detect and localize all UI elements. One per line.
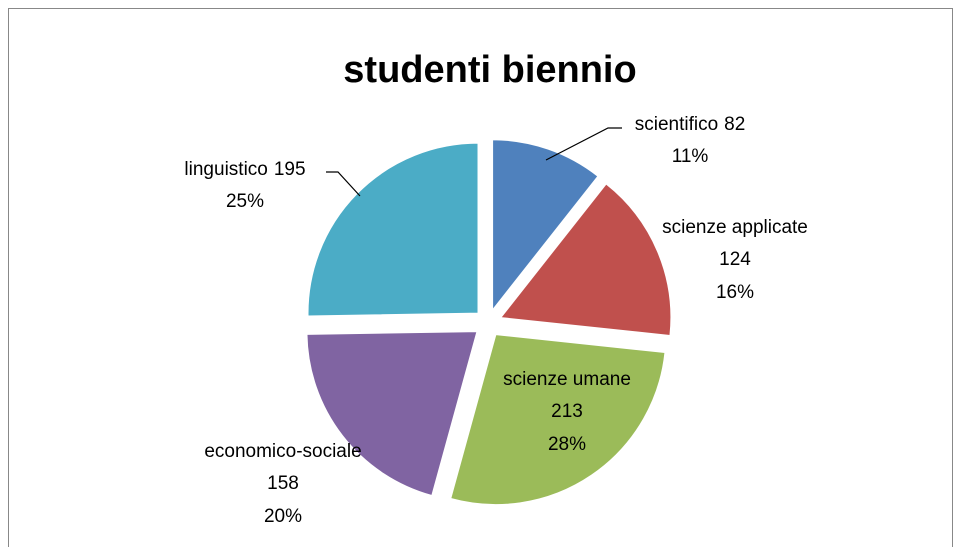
label-category: scienze applicate (662, 217, 808, 238)
pie-slice (492, 139, 599, 312)
label-value: 195 (274, 159, 306, 180)
data-label: scientifico 82 11% (635, 114, 746, 167)
data-label: scienze umane 213 28% (503, 369, 631, 455)
label-category: scienze umane (503, 369, 631, 390)
label-value: 158 (267, 473, 299, 494)
data-label: scienze applicate 124 16% (662, 217, 808, 303)
label-value: 82 (724, 114, 745, 135)
data-label: economico-sociale 158 20% (204, 441, 361, 527)
data-label: linguistico 195 25% (184, 159, 305, 212)
pie-slice (306, 331, 478, 497)
chart-title: studenti biennio (343, 49, 636, 91)
label-value: 213 (551, 401, 583, 422)
label-percent: 20% (264, 506, 302, 527)
label-value: 124 (719, 249, 751, 270)
label-percent: 28% (548, 434, 586, 455)
label-percent: 16% (716, 282, 754, 303)
label-category: linguistico (184, 159, 267, 180)
pie-slice (499, 183, 672, 337)
leader-line (545, 127, 622, 161)
label-percent: 11% (672, 146, 709, 167)
pie-slice (307, 142, 479, 317)
pie-slice (450, 334, 666, 506)
label-category: scientifico (635, 114, 718, 135)
label-percent: 25% (226, 191, 264, 212)
label-category: economico-sociale (204, 441, 361, 462)
leader-line (326, 171, 361, 197)
